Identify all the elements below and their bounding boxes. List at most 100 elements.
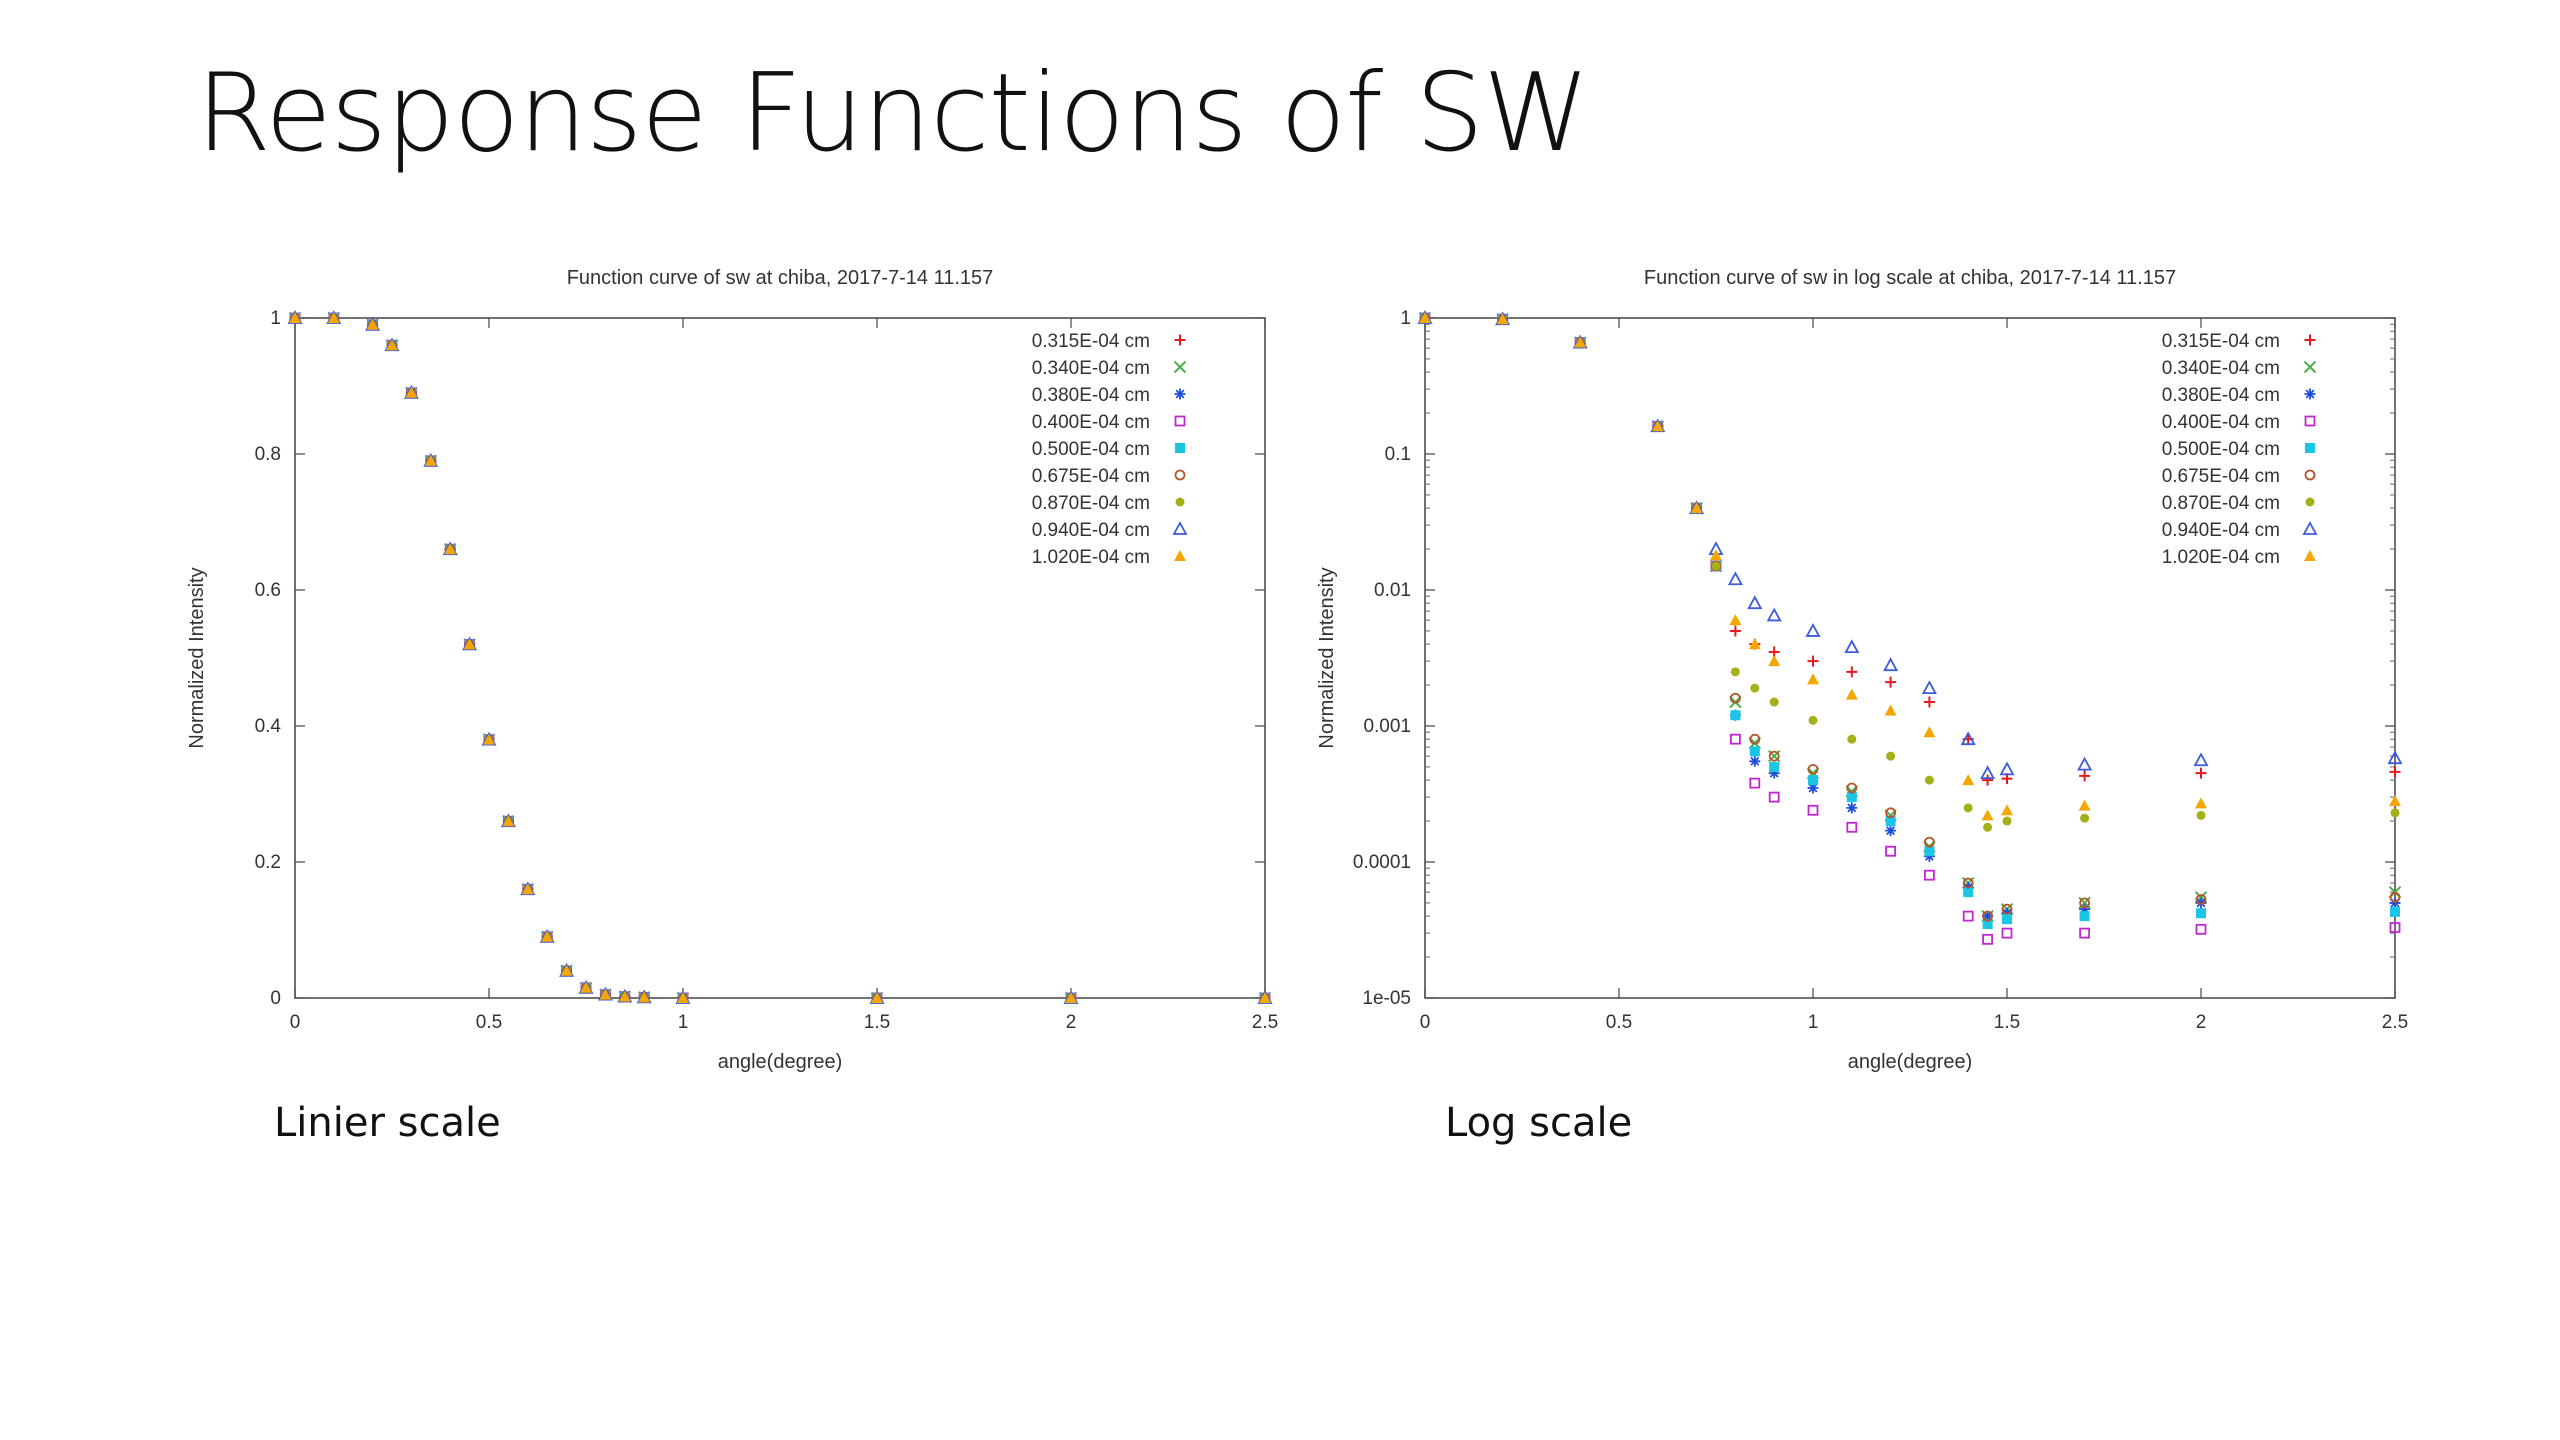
data-point: [2387, 750, 2403, 765]
legend-label: 0.940E-04 cm: [1032, 520, 1150, 541]
data-point: [1981, 809, 1994, 821]
legend-label: 1.020E-04 cm: [1032, 547, 1150, 568]
legend-label: 0.315E-04 cm: [2162, 331, 2280, 352]
legend-label: 0.380E-04 cm: [2162, 385, 2280, 406]
legend-marker: [1174, 334, 1186, 346]
data-point: [1982, 919, 1993, 930]
series-8: [289, 312, 1271, 1003]
data-point: [1999, 761, 2015, 776]
legend-label: 0.400E-04 cm: [1032, 412, 1150, 433]
y-tick-label: 0.6: [255, 580, 281, 601]
legend-label: 0.675E-04 cm: [2162, 466, 2280, 487]
data-point: [1923, 726, 1936, 738]
x-tick-label: 1: [678, 1012, 689, 1033]
legend-label: 0.870E-04 cm: [1032, 493, 1150, 514]
data-point: [1883, 657, 1899, 672]
data-point: [1419, 312, 1431, 323]
data-point: [1846, 792, 1857, 803]
data-point: [2193, 752, 2209, 767]
data-point: [1808, 775, 1818, 786]
data-point: [1730, 667, 1740, 677]
data-point: [1884, 704, 1897, 716]
data-point: [2390, 906, 2400, 917]
x-tick-label: 1: [1808, 1012, 1819, 1033]
data-point: [1805, 623, 1821, 637]
slide-title: Response Functions of SW: [196, 51, 1590, 176]
legend-marker: [2305, 443, 2315, 453]
data-point: [1846, 802, 1858, 814]
data-point: [1807, 763, 1819, 775]
x-tick-label: 0: [290, 1012, 301, 1033]
legend-label: 0.340E-04 cm: [2162, 358, 2280, 379]
data-point: [2195, 894, 2207, 905]
legend-label: 1.020E-04 cm: [2162, 547, 2280, 568]
data-point: [1729, 614, 1742, 626]
data-point: [2390, 808, 2400, 818]
y-tick-label: 0.0001: [1353, 852, 1411, 873]
data-point: [1496, 313, 1509, 325]
data-point: [483, 733, 495, 745]
data-point: [638, 991, 651, 1003]
series-8: [1419, 312, 2401, 821]
legend-label: 0.870E-04 cm: [2162, 493, 2280, 514]
data-point: [1846, 782, 1858, 794]
data-point: [1769, 761, 1780, 772]
data-point: [560, 964, 573, 976]
data-point: [1768, 767, 1780, 779]
data-point: [2079, 897, 2090, 909]
data-point: [1885, 845, 1896, 857]
legend-marker: [1175, 443, 1185, 453]
legend-marker: [2302, 521, 2318, 535]
data-point: [1747, 595, 1763, 610]
y-tick-label: 1: [270, 308, 281, 329]
legend-label: 0.400E-04 cm: [2162, 412, 2280, 433]
data-point: [1729, 625, 1741, 637]
x-tick-label: 0.5: [1606, 1012, 1632, 1033]
x-tick-label: 2.5: [2382, 1012, 2408, 1033]
x-tick-label: 2: [2196, 1012, 2207, 1033]
data-point: [1963, 887, 1974, 898]
data-point: [1768, 750, 1780, 762]
legend-marker: [1172, 521, 1188, 535]
data-point: [1729, 692, 1741, 704]
data-point: [1845, 688, 1858, 700]
data-point: [1259, 992, 1271, 1003]
legend-marker: [2304, 334, 2316, 346]
data-point: [2002, 816, 2012, 826]
data-point: [405, 386, 418, 398]
data-point: [1924, 836, 1935, 848]
data-point: [1962, 774, 1975, 786]
data-point: [1921, 680, 1937, 694]
data-point: [386, 339, 398, 351]
data-point: [1651, 420, 1664, 432]
data-point: [2079, 903, 2091, 915]
plot-frame: [1424, 317, 2396, 999]
data-point: [327, 312, 340, 323]
y-tick-label: 0.001: [1363, 716, 1411, 737]
legend-marker: [2304, 469, 2316, 481]
data-point: [1983, 822, 1993, 832]
data-point: [541, 930, 554, 942]
y-axis-label: Normalized Intensity: [1316, 567, 1338, 748]
caption-linear-scale: Linier scale: [274, 1100, 501, 1146]
data-point: [2195, 897, 2207, 909]
caption-log-scale: Log scale: [1445, 1100, 1633, 1146]
data-point: [1923, 696, 1935, 708]
y-tick-label: 0.4: [255, 716, 282, 737]
data-point: [1960, 731, 1976, 746]
y-tick-label: 0.2: [255, 852, 281, 873]
data-point: [366, 318, 379, 330]
data-point: [1962, 877, 1974, 889]
legend-marker: [2305, 497, 2315, 507]
data-point: [1807, 673, 1819, 685]
data-point: [1768, 655, 1781, 667]
data-point: [1982, 910, 1994, 922]
data-point: [2389, 897, 2401, 909]
data-point: [2078, 799, 2091, 811]
legend-label: 0.380E-04 cm: [1032, 385, 1150, 406]
data-point: [2389, 766, 2401, 778]
legend-label: 0.940E-04 cm: [2162, 520, 2280, 541]
x-axis-label: angle(degree): [1848, 1051, 1973, 1073]
data-point: [2001, 804, 2013, 816]
data-point: [521, 883, 534, 895]
